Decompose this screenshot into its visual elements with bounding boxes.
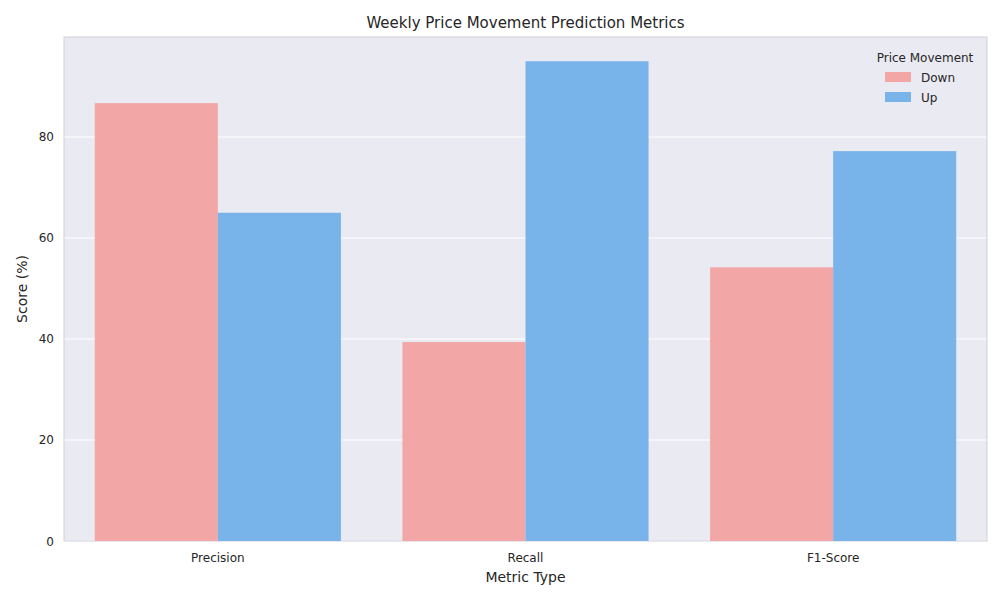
bar — [833, 151, 956, 541]
legend-swatch — [885, 92, 911, 102]
y-tick-label: 20 — [39, 433, 54, 447]
bars — [95, 61, 956, 541]
y-axis-label: Score (%) — [14, 255, 30, 323]
y-tick-label: 60 — [39, 231, 54, 245]
legend-label: Down — [921, 71, 955, 85]
title: Weekly Price Movement Prediction Metrics — [366, 14, 684, 32]
bar — [218, 213, 341, 541]
y-tick-label: 0 — [46, 535, 54, 549]
legend-label: Up — [921, 91, 937, 105]
x-axis-label: Metric Type — [485, 569, 565, 585]
y-tick-label: 80 — [39, 130, 54, 144]
legend-swatch — [885, 72, 911, 82]
legend-title: Price Movement — [877, 51, 974, 65]
bar — [95, 103, 218, 541]
x-tick-label: F1-Score — [807, 551, 859, 565]
bar — [526, 61, 649, 541]
plot-frame — [64, 37, 987, 541]
y-tick-label: 40 — [39, 332, 54, 346]
plot-background — [64, 37, 987, 541]
chart: 0 20 40 60 80 Precision Recall F1-Score Metric T… — [0, 0, 1000, 600]
x-tick-label: Recall — [508, 551, 544, 565]
x-tick-label: Precision — [191, 551, 245, 565]
bar — [710, 267, 833, 541]
bar — [402, 342, 525, 541]
